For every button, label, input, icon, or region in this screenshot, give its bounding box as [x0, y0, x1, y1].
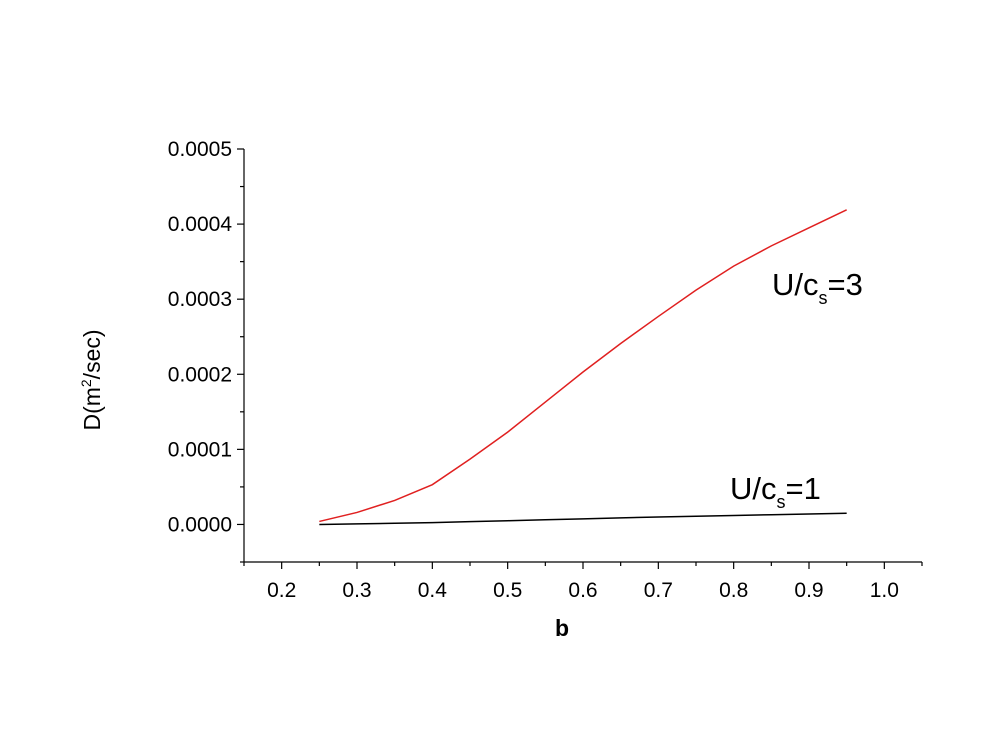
x-tick-label: 0.6 — [568, 579, 597, 602]
x-tick-label: 0.9 — [794, 579, 823, 602]
x-tick-label: 0.7 — [644, 579, 673, 602]
y-tick-label: 0.0000 — [168, 513, 232, 536]
series-label-sub: s — [777, 492, 786, 512]
series-label-tail: =3 — [828, 267, 863, 302]
y-label-text: D(m — [79, 387, 105, 430]
y-tick-label: 0.0002 — [168, 363, 232, 386]
y-axis-label: D(m2/sec) — [78, 329, 105, 430]
x-tick-label: 0.8 — [719, 579, 748, 602]
y-label-tail: /sec) — [79, 329, 105, 379]
series-line — [319, 209, 847, 523]
series-line — [319, 512, 847, 526]
series-label-text: U/c — [730, 471, 777, 506]
y-tick-label: 0.0004 — [168, 213, 233, 236]
y-tick-label: 0.0005 — [168, 138, 232, 161]
y-tick-label: 0.0001 — [168, 438, 232, 461]
x-tick-label: 0.2 — [267, 579, 296, 602]
x-tick-label: 0.3 — [342, 579, 371, 602]
series-label-sub: s — [819, 288, 828, 308]
y-label-sup: 2 — [78, 379, 94, 387]
series-label: U/cs=3 — [772, 267, 863, 308]
series-label: U/cs=1 — [730, 471, 821, 512]
x-tick-label: 0.5 — [493, 579, 522, 602]
series-label-text: U/c — [772, 267, 819, 302]
x-tick-label: 0.4 — [418, 579, 448, 602]
y-tick-label: 0.0003 — [168, 288, 232, 311]
x-tick-label: 1.0 — [870, 579, 899, 602]
x-axis-label: b — [555, 615, 569, 641]
series-label-tail: =1 — [786, 471, 821, 506]
